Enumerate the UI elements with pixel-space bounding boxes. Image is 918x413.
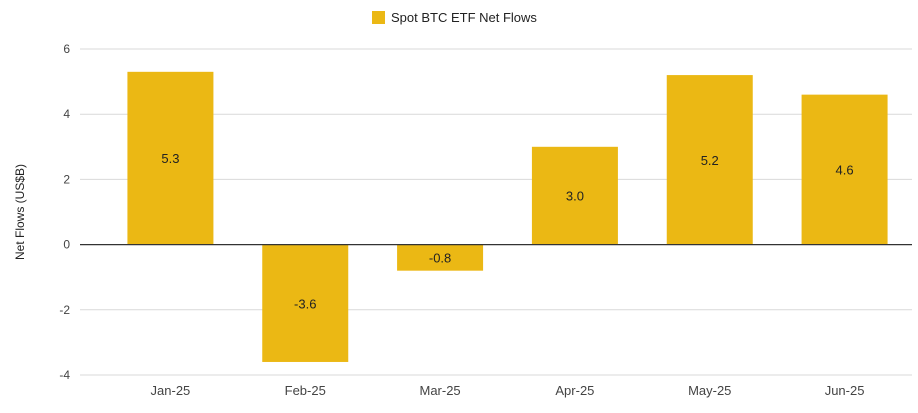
y-axis-ticks: 6 4 2 0 -2 -4	[59, 42, 70, 382]
data-label: 5.2	[701, 153, 719, 168]
bar	[666, 75, 753, 245]
x-tick-label: Mar-25	[419, 383, 460, 398]
x-axis-ticks: Jan-25 Feb-25 Mar-25 Apr-25 May-25 Jun-25	[151, 383, 865, 398]
data-label: -0.8	[429, 251, 451, 266]
x-tick-label: Feb-25	[285, 383, 326, 398]
y-axis-title: Net Flows (US$B)	[13, 164, 27, 260]
legend-label: Spot BTC ETF Net Flows	[391, 10, 537, 25]
bars	[127, 71, 888, 362]
x-tick-label: Jun-25	[825, 383, 865, 398]
x-tick-label: May-25	[688, 383, 731, 398]
gridlines	[80, 48, 912, 376]
x-tick-label: Apr-25	[555, 383, 594, 398]
data-label: 5.3	[161, 151, 179, 166]
legend-swatch	[372, 11, 385, 24]
y-tick-label: 6	[63, 42, 70, 56]
legend: Spot BTC ETF Net Flows	[372, 10, 537, 25]
data-label: 4.6	[836, 163, 854, 178]
data-label: -3.6	[294, 296, 316, 311]
y-tick-label: 2	[63, 172, 70, 186]
bar	[397, 244, 484, 271]
y-tick-label: 0	[63, 238, 70, 252]
bar	[801, 94, 888, 245]
bar	[262, 244, 349, 362]
y-tick-label: -4	[59, 368, 70, 382]
y-tick-label: 4	[63, 107, 70, 121]
data-label: 3.0	[566, 189, 584, 204]
data-labels: 5.3 -3.6 -0.8 3.0 5.2 4.6	[161, 151, 853, 311]
bar	[127, 71, 214, 245]
bar	[531, 146, 618, 245]
x-tick-label: Jan-25	[151, 383, 191, 398]
y-tick-label: -2	[59, 303, 70, 317]
